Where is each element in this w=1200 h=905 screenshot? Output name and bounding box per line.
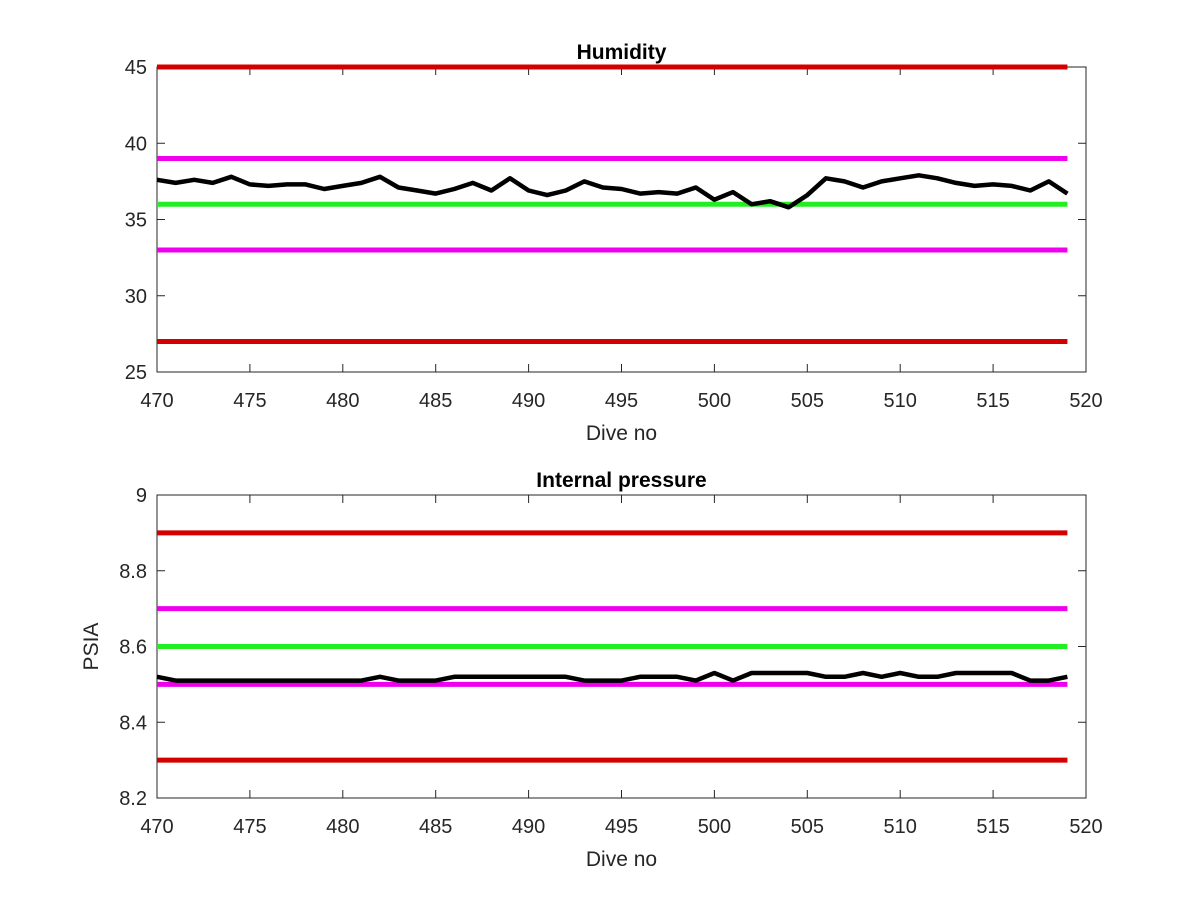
- x-tick-label: 500: [698, 390, 731, 412]
- internal-pressure-panel: 470 475 480 485 490 495 500 505 510 515 520 8.2 8.4 8…: [80, 469, 1103, 871]
- x-tick-label: 475: [233, 816, 266, 838]
- x-tick-label: 480: [326, 816, 359, 838]
- y-tick-label: 45: [125, 57, 147, 79]
- x-tick-label: 515: [976, 390, 1009, 412]
- x-tick-label: 485: [419, 816, 452, 838]
- x-tick-label: 520: [1069, 390, 1102, 412]
- y-tick-label: 40: [125, 133, 147, 155]
- data-series-line: [156, 670, 1068, 683]
- x-tick-label: 490: [512, 816, 545, 838]
- data-series-line: [156, 173, 1069, 210]
- x-tick-label: 510: [884, 816, 917, 838]
- y-tick-label: 8.8: [119, 561, 147, 583]
- x-axis-label: Dive no: [586, 848, 657, 871]
- y-axis-label: PSIA: [80, 623, 103, 671]
- x-tick-label: 520: [1069, 816, 1102, 838]
- axes-box: [156, 66, 1087, 373]
- y-tick-label: 8.2: [119, 788, 147, 810]
- x-tick-label: 485: [419, 390, 452, 412]
- y-tick-label: 8.6: [119, 637, 147, 659]
- x-tick-label: 470: [140, 816, 173, 838]
- x-tick-label: 495: [605, 390, 638, 412]
- y-tick-label: 30: [125, 286, 147, 308]
- x-tick-label: 500: [698, 816, 731, 838]
- x-tick-label: 505: [791, 390, 824, 412]
- x-tick-label: 510: [884, 390, 917, 412]
- x-tick-label: 505: [791, 816, 824, 838]
- humidity-panel: 470 475 480 485 490 495 500 505 510 515 520 25 30 35 4…: [125, 41, 1103, 445]
- chart-title: Internal pressure: [536, 469, 706, 492]
- y-tick-label: 9: [136, 485, 147, 507]
- y-tick-label: 25: [125, 362, 147, 384]
- y-tick-label: 35: [125, 210, 147, 232]
- chart-title: Humidity: [577, 41, 667, 64]
- x-tick-label: 495: [605, 816, 638, 838]
- x-tick-label: 490: [512, 390, 545, 412]
- x-tick-label: 475: [233, 390, 266, 412]
- x-axis-label: Dive no: [586, 422, 657, 445]
- x-tick-label: 480: [326, 390, 359, 412]
- x-tick-label: 470: [140, 390, 173, 412]
- y-tick-label: 8.4: [119, 712, 147, 734]
- x-tick-label: 515: [976, 816, 1009, 838]
